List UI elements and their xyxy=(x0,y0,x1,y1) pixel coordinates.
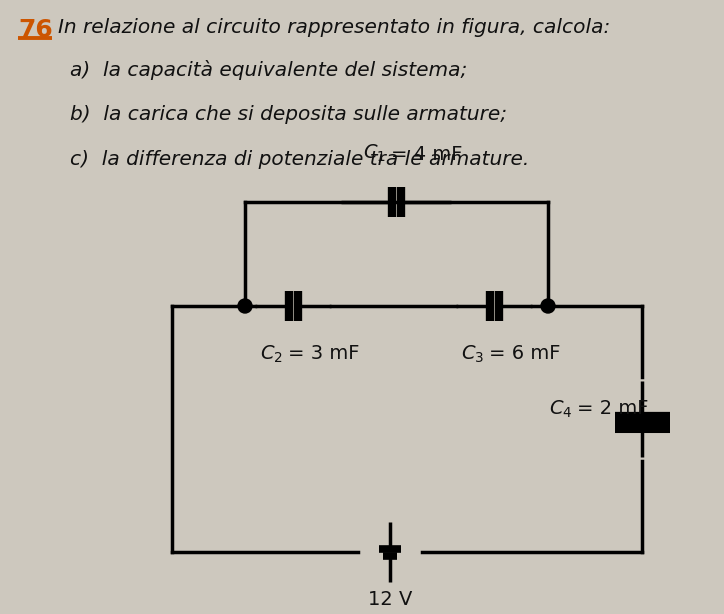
Text: = 3 mF: = 3 mF xyxy=(288,344,360,363)
Text: = 6 mF: = 6 mF xyxy=(489,344,560,363)
Text: $C_2$: $C_2$ xyxy=(260,344,283,365)
Text: a)  la capacità equivalente del sistema;: a) la capacità equivalente del sistema; xyxy=(70,60,467,80)
Text: In relazione al circuito rappresentato in figura, calcola:: In relazione al circuito rappresentato i… xyxy=(58,18,610,37)
Text: c)  la differenza di potenziale tra le armature.: c) la differenza di potenziale tra le ar… xyxy=(70,150,529,169)
Circle shape xyxy=(541,299,555,313)
Text: = 4 mF: = 4 mF xyxy=(391,145,463,164)
Text: $C_4$: $C_4$ xyxy=(549,398,572,419)
Circle shape xyxy=(238,299,252,313)
Text: 12 V: 12 V xyxy=(368,590,412,609)
Text: $C_1$: $C_1$ xyxy=(363,142,386,164)
Text: $C_3$: $C_3$ xyxy=(461,344,484,365)
Text: b)  la carica che si deposita sulle armature;: b) la carica che si deposita sulle armat… xyxy=(70,105,507,124)
Text: 76: 76 xyxy=(18,18,53,42)
Text: = 2 mF: = 2 mF xyxy=(577,400,649,419)
